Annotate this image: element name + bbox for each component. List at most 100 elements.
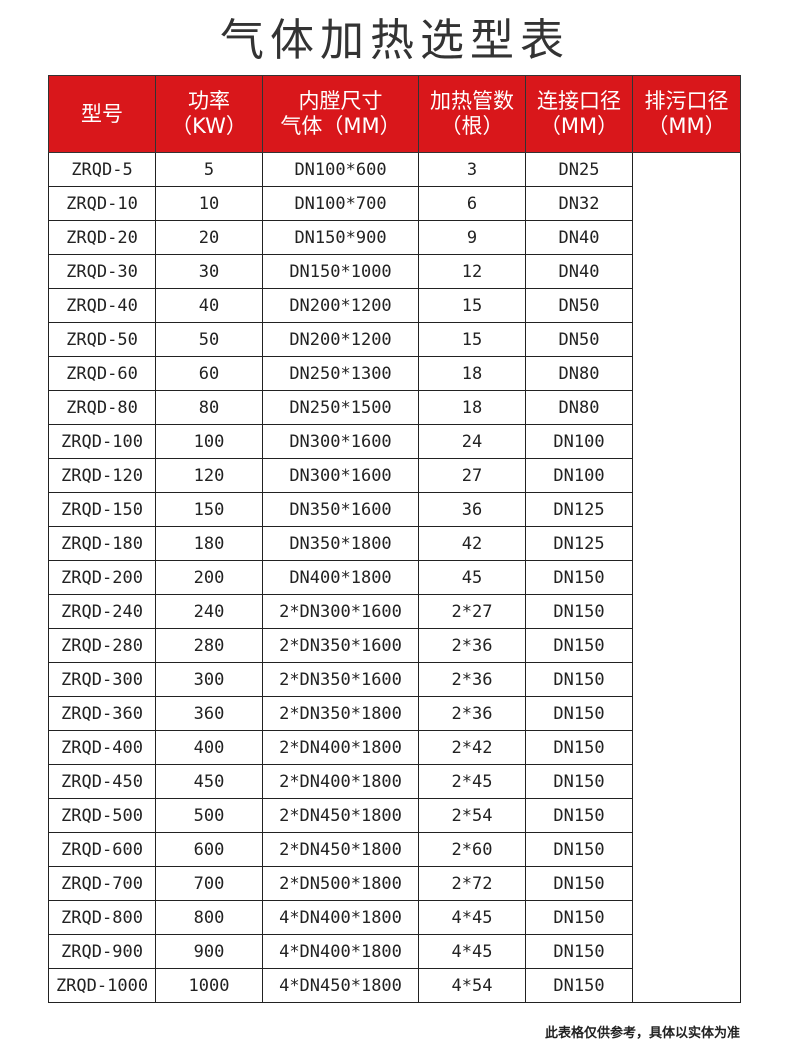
cell-tube-count: 36 [418, 492, 526, 527]
cell-connection-diameter: DN40 [525, 220, 633, 255]
cell-model: ZRQD-600 [48, 832, 156, 867]
table-row: ZRQD-150 150 DN350*1600 36 DN125 [48, 492, 741, 527]
cell-tube-count: 2*27 [418, 594, 526, 629]
cell-tube-count: 45 [418, 560, 526, 595]
cell-model: ZRQD-30 [48, 254, 156, 289]
cell-connection-diameter: DN150 [525, 764, 633, 799]
cell-power: 360 [155, 696, 263, 731]
cell-power: 1000 [155, 968, 263, 1003]
cell-tube-count: 12 [418, 254, 526, 289]
cell-chamber-size: 2*DN450*1800 [262, 798, 419, 833]
cell-power: 280 [155, 628, 263, 663]
table-row: ZRQD-20 20 DN150*900 9 DN40 [48, 220, 741, 255]
header-tube-count: 加热管数 （根） [418, 75, 526, 153]
cell-power: 40 [155, 288, 263, 323]
cell-connection-diameter: DN150 [525, 934, 633, 969]
header-drain-diameter: 排污口径 （MM） [632, 75, 741, 153]
cell-tube-count: 2*72 [418, 866, 526, 901]
cell-model: ZRQD-500 [48, 798, 156, 833]
header-power: 功率 （KW） [155, 75, 263, 153]
cell-connection-diameter: DN100 [525, 458, 633, 493]
cell-tube-count: 6 [418, 186, 526, 221]
cell-power: 450 [155, 764, 263, 799]
table-row: ZRQD-80 80 DN250*1500 18 DN80 [48, 390, 741, 425]
cell-connection-diameter: DN150 [525, 696, 633, 731]
cell-connection-diameter: DN150 [525, 628, 633, 663]
cell-power: 400 [155, 730, 263, 765]
cell-tube-count: 4*45 [418, 934, 526, 969]
cell-connection-diameter: DN80 [525, 390, 633, 425]
cell-connection-diameter: DN50 [525, 322, 633, 357]
cell-model: ZRQD-700 [48, 866, 156, 901]
cell-chamber-size: 2*DN300*1600 [262, 594, 419, 629]
header-connection-diameter: 连接口径 （MM） [525, 75, 633, 153]
cell-tube-count: 42 [418, 526, 526, 561]
cell-model: ZRQD-800 [48, 900, 156, 935]
cell-model: ZRQD-60 [48, 356, 156, 391]
cell-chamber-size: 4*DN450*1800 [262, 968, 419, 1003]
cell-power: 150 [155, 492, 263, 527]
disclaimer-note: 此表格仅供参考，具体以实体为准 [544, 1026, 740, 1041]
cell-model: ZRQD-100 [48, 424, 156, 459]
cell-tube-count: 18 [418, 390, 526, 425]
cell-tube-count: 24 [418, 424, 526, 459]
cell-model: ZRQD-150 [48, 492, 156, 527]
cell-connection-diameter: DN40 [525, 254, 633, 289]
cell-power: 700 [155, 866, 263, 901]
header-model: 型号 [48, 75, 156, 153]
cell-chamber-size: DN350*1800 [262, 526, 419, 561]
table-row: ZRQD-120 120 DN300*1600 27 DN100 [48, 458, 741, 493]
table-row: ZRQD-600 600 2*DN450*1800 2*60 DN150 [48, 832, 741, 867]
cell-model: ZRQD-180 [48, 526, 156, 561]
cell-power: 200 [155, 560, 263, 595]
header-row: 型号 功率 （KW） 内膛尺寸 气体（MM） 加热管数 （根） 连接口径 （MM） 排污… [48, 75, 741, 153]
cell-chamber-size: DN300*1600 [262, 458, 419, 493]
cell-power: 900 [155, 934, 263, 969]
cell-chamber-size: 2*DN400*1800 [262, 730, 419, 765]
cell-model: ZRQD-240 [48, 594, 156, 629]
cell-model: ZRQD-40 [48, 288, 156, 323]
cell-chamber-size: 2*DN350*1800 [262, 696, 419, 731]
cell-tube-count: 4*54 [418, 968, 526, 1003]
cell-chamber-size: 4*DN400*1800 [262, 934, 419, 969]
cell-power: 100 [155, 424, 263, 459]
cell-model: ZRQD-300 [48, 662, 156, 697]
cell-drain-diameter-merged [632, 152, 741, 1003]
cell-tube-count: 15 [418, 288, 526, 323]
cell-power: 800 [155, 900, 263, 935]
cell-chamber-size: 2*DN350*1600 [262, 628, 419, 663]
cell-chamber-size: DN400*1800 [262, 560, 419, 595]
cell-tube-count: 2*60 [418, 832, 526, 867]
cell-tube-count: 2*42 [418, 730, 526, 765]
table-row: ZRQD-900 900 4*DN400*1800 4*45 DN150 [48, 934, 741, 969]
cell-chamber-size: DN250*1500 [262, 390, 419, 425]
cell-connection-diameter: DN150 [525, 968, 633, 1003]
cell-tube-count: 3 [418, 152, 526, 187]
cell-connection-diameter: DN125 [525, 492, 633, 527]
table-row: ZRQD-300 300 2*DN350*1600 2*36 DN150 [48, 662, 741, 697]
cell-model: ZRQD-20 [48, 220, 156, 255]
cell-connection-diameter: DN150 [525, 594, 633, 629]
cell-model: ZRQD-120 [48, 458, 156, 493]
table-row: ZRQD-200 200 DN400*1800 45 DN150 [48, 560, 741, 595]
cell-tube-count: 2*36 [418, 662, 526, 697]
cell-power: 30 [155, 254, 263, 289]
cell-connection-diameter: DN150 [525, 798, 633, 833]
cell-power: 80 [155, 390, 263, 425]
cell-model: ZRQD-80 [48, 390, 156, 425]
cell-chamber-size: DN250*1300 [262, 356, 419, 391]
cell-connection-diameter: DN150 [525, 832, 633, 867]
table-row: ZRQD-40 40 DN200*1200 15 DN50 [48, 288, 741, 323]
cell-tube-count: 27 [418, 458, 526, 493]
page-title: 气体加热选型表 [220, 15, 570, 66]
cell-chamber-size: DN150*900 [262, 220, 419, 255]
cell-connection-diameter: DN150 [525, 560, 633, 595]
cell-model: ZRQD-5 [48, 152, 156, 187]
cell-connection-diameter: DN80 [525, 356, 633, 391]
cell-connection-diameter: DN150 [525, 900, 633, 935]
cell-model: ZRQD-400 [48, 730, 156, 765]
header-chamber-size: 内膛尺寸 气体（MM） [262, 75, 419, 153]
table-row: ZRQD-280 280 2*DN350*1600 2*36 DN150 [48, 628, 741, 663]
cell-connection-diameter: DN100 [525, 424, 633, 459]
cell-model: ZRQD-200 [48, 560, 156, 595]
